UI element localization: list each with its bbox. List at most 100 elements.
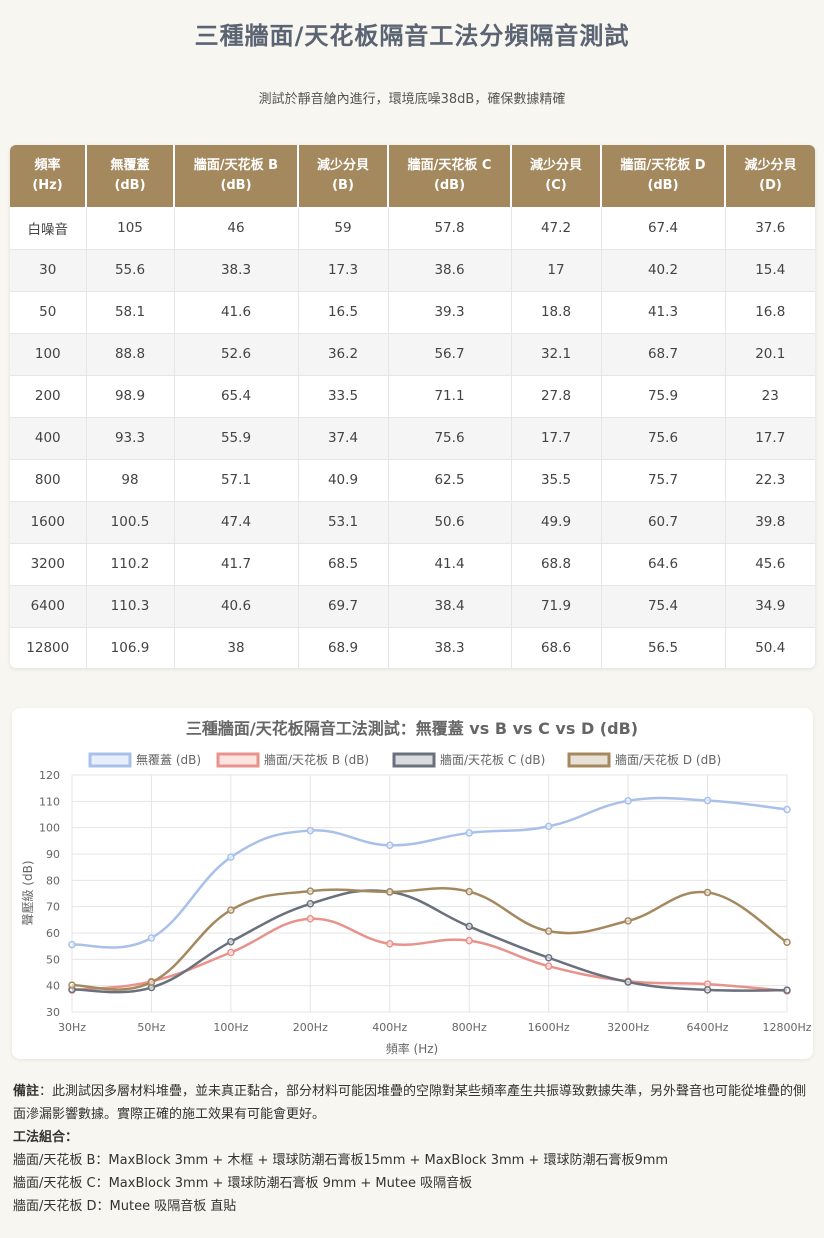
data-point xyxy=(465,922,473,931)
table-row: 400 93.3 55.9 37.4 75.6 17.7 75.6 17.7 xyxy=(10,417,815,460)
table-cell: 68.7 xyxy=(601,333,726,376)
table-cell: 46 xyxy=(174,207,299,250)
remark-text: ：此測試因多層材料堆疊，並未真正黏合，部分材料可能因堆疊的空隙對某些頻率產生共振… xyxy=(13,1084,807,1122)
table-cell: 68.5 xyxy=(298,543,389,586)
x-tick-label: 1600Hz xyxy=(528,1021,570,1034)
table-cell: 110.2 xyxy=(86,543,175,586)
data-point xyxy=(783,805,791,814)
table-cell: 39.8 xyxy=(725,501,815,544)
table-cell: 38.6 xyxy=(388,249,512,292)
table-cell: 40.9 xyxy=(298,459,389,502)
table-cell: 38 xyxy=(174,627,299,668)
series-line xyxy=(71,887,788,991)
table-header-cell: 牆面/天花板 C (dB) xyxy=(388,145,512,207)
table-cell: 12800 xyxy=(10,627,87,668)
table-cell: 32.1 xyxy=(511,333,602,376)
table-header-text: (dB) xyxy=(220,178,252,193)
table-cell: 49.9 xyxy=(511,501,602,544)
data-point xyxy=(783,986,791,994)
table-row: 白噪音 105 46 59 57.8 47.2 67.4 37.6 xyxy=(10,207,815,250)
table-cell: 50 xyxy=(10,291,87,334)
table-cell: 58.1 xyxy=(86,291,175,334)
table-cell: 41.3 xyxy=(601,291,726,334)
table-cell: 47.4 xyxy=(174,501,299,544)
table-cell: 38.3 xyxy=(388,627,512,668)
table-cell: 800 xyxy=(10,459,87,502)
table-cell: 75.9 xyxy=(601,375,726,418)
x-tick-label: 400Hz xyxy=(372,1021,407,1034)
table-cell: 55.9 xyxy=(174,417,299,460)
table-cell: 67.4 xyxy=(601,207,726,250)
table-row: 12800 106.9 38 68.9 38.3 68.6 56.5 50.4 xyxy=(10,627,815,668)
data-point xyxy=(624,917,632,925)
table-header-text: 頻率 xyxy=(34,158,61,173)
table-cell: 36.2 xyxy=(298,333,389,376)
table-cell: 34.9 xyxy=(725,585,815,628)
table-header-cell: 減少分貝 (C) xyxy=(511,145,602,207)
data-point xyxy=(227,937,235,946)
table-cell: 59 xyxy=(298,207,389,250)
table-cell: 68.9 xyxy=(298,627,389,668)
table-cell: 40.2 xyxy=(601,249,726,292)
y-tick-label: 70 xyxy=(46,901,60,914)
table-cell: 3200 xyxy=(10,543,87,586)
table-header-text: (B) xyxy=(332,178,354,193)
table-row: 6400 110.3 40.6 69.7 38.4 71.9 75.4 34.9 xyxy=(10,585,815,628)
table-row: 50 58.1 41.6 16.5 39.3 18.8 41.3 16.8 xyxy=(10,291,815,334)
legend-label: 無覆蓋 (dB) xyxy=(136,752,201,767)
table-cell: 71.9 xyxy=(511,585,602,628)
data-point xyxy=(306,900,315,908)
table-cell: 17 xyxy=(511,249,602,292)
table-cell: 23 xyxy=(725,375,815,418)
y-tick-label: 50 xyxy=(46,953,60,966)
page-subtitle: 測試於靜音艙內進行，環境底噪38dB，確保數據精確 xyxy=(258,92,566,107)
table-header-text: 無覆蓋 xyxy=(110,158,150,173)
series-line xyxy=(71,917,788,993)
table-cell: 106.9 xyxy=(86,627,175,668)
x-tick-label: 6400Hz xyxy=(687,1021,729,1034)
table-cell: 15.4 xyxy=(725,249,815,292)
table-cell: 41.7 xyxy=(174,543,299,586)
table-cell: 37.4 xyxy=(298,417,389,460)
table-row: 800 98 57.1 40.9 62.5 35.5 75.7 22.3 xyxy=(10,459,815,502)
table-cell: 37.6 xyxy=(725,207,815,250)
table-cell: 27.8 xyxy=(511,375,602,418)
y-tick-label: 60 xyxy=(46,927,60,940)
table-header-text: (Hz) xyxy=(32,178,63,193)
page-title: 三種牆面/天花板隔音工法分頻隔音測試 xyxy=(194,22,630,50)
data-point xyxy=(544,954,553,962)
table-header-text: 牆面/天花板 D xyxy=(620,158,706,173)
table-cell: 68.8 xyxy=(511,543,602,586)
table-cell: 93.3 xyxy=(86,417,175,460)
methods-label: 工法組合： xyxy=(13,1130,79,1145)
data-point xyxy=(386,888,394,896)
notes-section: 備註：此測試因多層材料堆疊，並未真正黏合，部分材料可能因堆疊的空隙對某些頻率產生… xyxy=(13,1080,813,1218)
data-point xyxy=(306,826,315,835)
table-cell: 35.5 xyxy=(511,459,602,502)
data-point xyxy=(783,938,791,946)
data-point xyxy=(227,906,235,914)
table-header-cell: 減少分貝 (B) xyxy=(298,145,389,207)
table-row: 200 98.9 65.4 33.5 71.1 27.8 75.9 23 xyxy=(10,375,815,418)
data-point xyxy=(624,978,632,986)
table-cell: 75.6 xyxy=(601,417,726,460)
x-tick-label: 50Hz xyxy=(137,1021,165,1034)
table-cell: 71.1 xyxy=(388,375,512,418)
methods-heading: 工法組合： xyxy=(13,1126,813,1149)
y-tick-label: 80 xyxy=(46,874,60,887)
data-point xyxy=(147,934,156,942)
table-cell: 50.4 xyxy=(725,627,815,668)
table-cell: 88.8 xyxy=(86,333,175,376)
y-tick-label: 100 xyxy=(39,822,60,835)
chart-card: 三種牆面/天花板隔音工法測試：無覆蓋 vs B vs C vs D (dB) 無覆… xyxy=(12,708,813,1059)
table-header-text: 減少分貝 xyxy=(529,158,582,173)
data-point xyxy=(386,841,394,850)
table-cell: 65.4 xyxy=(174,375,299,418)
table-cell: 56.5 xyxy=(601,627,726,668)
data-point xyxy=(147,978,156,986)
y-tick-label: 40 xyxy=(46,980,60,993)
table-header-text: 牆面/天花板 C xyxy=(407,158,492,173)
table-header-cell: 減少分貝 (D) xyxy=(725,145,815,207)
data-point xyxy=(465,829,473,837)
data-point xyxy=(227,853,235,861)
